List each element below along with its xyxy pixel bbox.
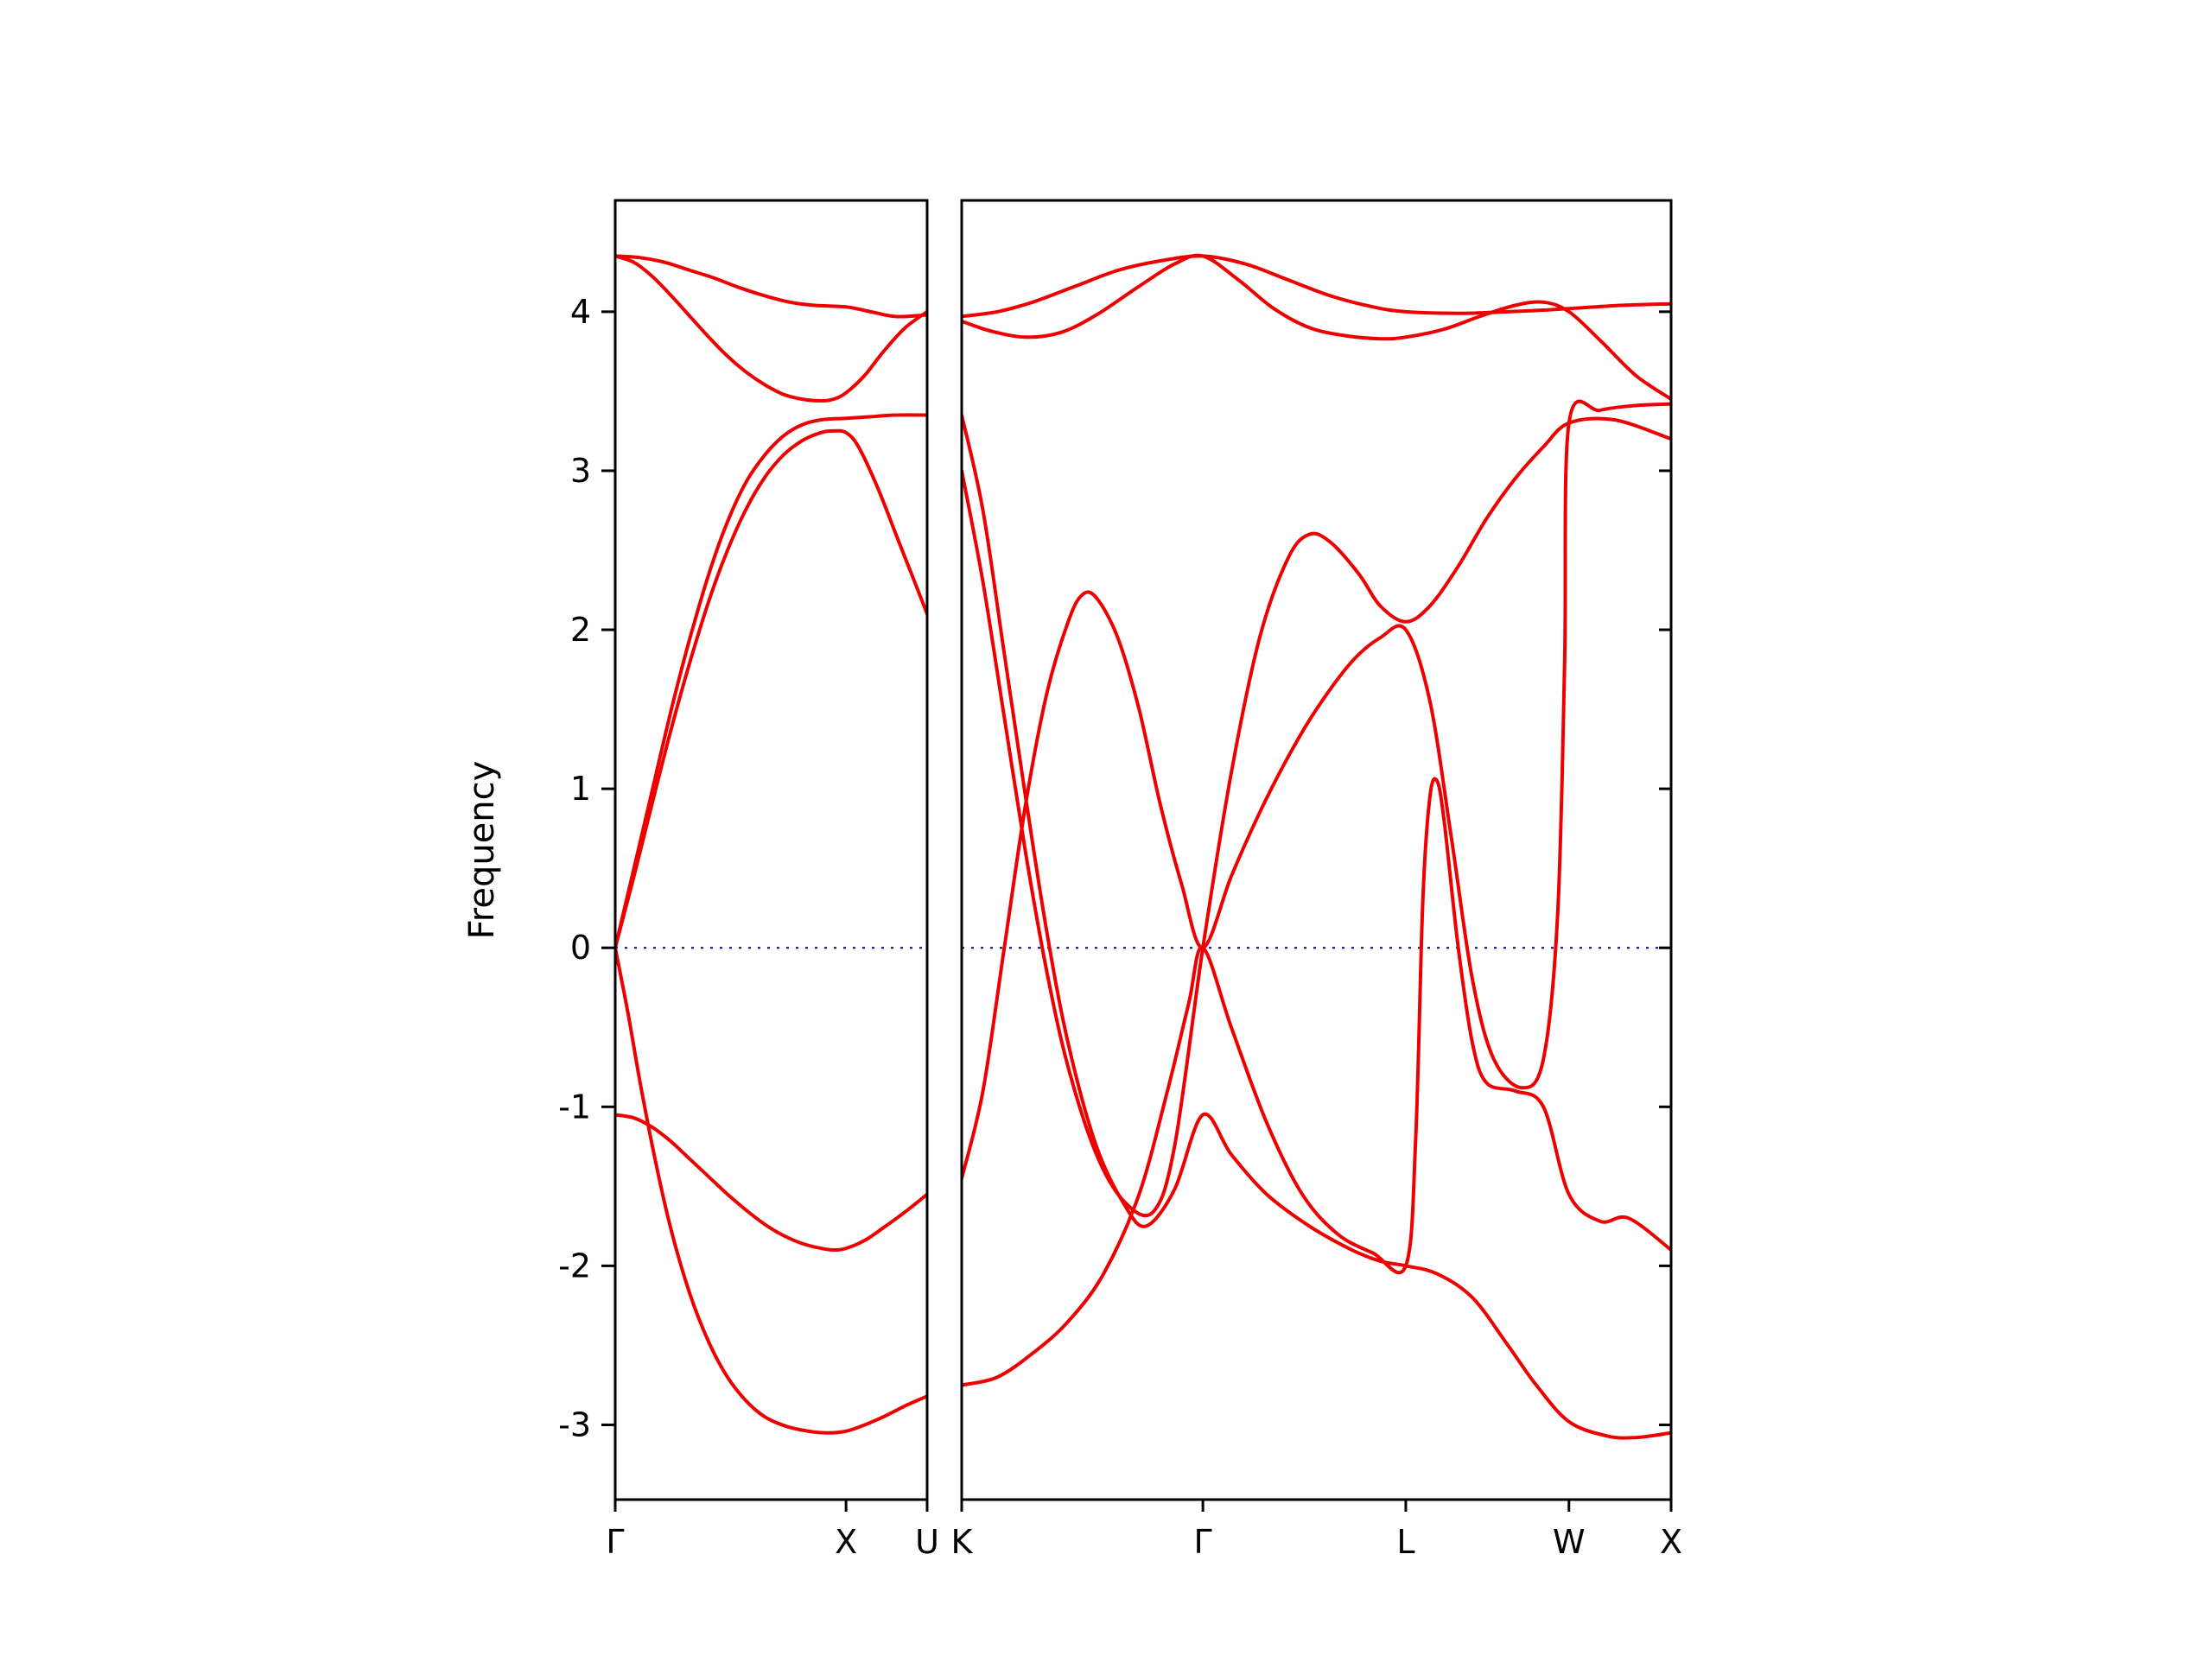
phonon-band [615,254,927,403]
phonon-band [615,1113,927,1253]
panel-frame-gamma-x-u [613,199,929,1501]
y-tick-label: 1 [570,770,591,808]
x-tick-label: K [951,1523,974,1561]
y-tick-label: 3 [570,452,591,490]
plot-panels: Γ X U -3 -2 -1 0 1 2 3 4 K Γ L W X [558,199,1682,1561]
x-tick-label: X [835,1523,857,1561]
y-axis-label: Frequency [462,761,502,940]
phonon-band [615,254,927,319]
y-tick-label: 0 [570,929,591,967]
y-tick-label: -2 [558,1246,591,1285]
phonon-band [962,254,1671,319]
x-tick-label: U [915,1523,939,1561]
panel-frame-k-gamma-l-w-x [960,199,1673,1501]
x-tick-label: X [1660,1523,1682,1561]
phonon-band [615,428,927,950]
phonon-band [962,413,1671,1440]
y-tick-label: -3 [558,1405,591,1443]
y-tick-label: 2 [570,611,591,649]
phonon-band [615,946,927,1435]
y-tick-label: -1 [558,1088,591,1126]
x-tick-label: Γ [1194,1523,1212,1561]
phonon-band [962,777,1671,1387]
x-tick-label: W [1553,1523,1586,1561]
y-tick-label: 4 [570,293,591,331]
phonon-band [962,399,1671,1181]
phonon-band [962,253,1671,402]
phonon-band [962,416,1671,1218]
x-tick-label: L [1396,1523,1414,1561]
x-tick-label: Γ [606,1523,624,1561]
phonon-band [615,413,927,950]
